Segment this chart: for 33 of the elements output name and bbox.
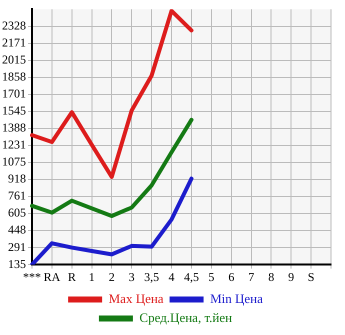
y-tick-label: 1545 — [2, 104, 26, 118]
x-tick-label: R — [68, 270, 76, 284]
y-tick-label: 1231 — [2, 138, 26, 152]
x-tick-label: 8 — [268, 270, 274, 284]
x-tick-label: 7 — [248, 270, 254, 284]
x-tick-label: RA — [44, 270, 61, 284]
y-tick-label: 1388 — [2, 120, 26, 135]
y-tick-label: 1858 — [2, 70, 26, 84]
x-tick-label: 4 — [168, 270, 175, 284]
x-tick-label: 4,5 — [184, 270, 199, 284]
x-tick-label: 6 — [228, 270, 234, 284]
x-tick-label: *** — [23, 270, 41, 284]
legend-label: Сред.Цена, т.йен — [139, 310, 232, 325]
x-tick-label: 5 — [208, 270, 214, 284]
legend-label: Min Цена — [210, 290, 264, 306]
y-tick-label: 2171 — [2, 35, 26, 50]
x-tick-label: 1 — [88, 270, 95, 284]
y-tick-label: 605 — [8, 206, 26, 220]
legend-label: Max Цена — [108, 290, 164, 306]
y-tick-label: 1701 — [2, 86, 26, 101]
y-tick-label: 291 — [8, 240, 26, 254]
y-tick-label: 2328 — [2, 18, 26, 32]
y-tick-label: 918 — [8, 172, 26, 186]
y-tick-label: 2015 — [2, 52, 26, 66]
y-tick-label: 761 — [8, 188, 26, 203]
y-tick-label: 448 — [8, 222, 26, 237]
x-tick-label: S — [308, 270, 314, 284]
x-tick-label: 3,5 — [144, 270, 160, 284]
y-tick-label: 1075 — [2, 154, 26, 169]
x-tick-label: 9 — [288, 270, 294, 284]
x-tick-label: 3 — [128, 270, 135, 284]
x-tick-label: 2 — [108, 270, 115, 284]
y-tick-label: 135 — [8, 256, 26, 271]
